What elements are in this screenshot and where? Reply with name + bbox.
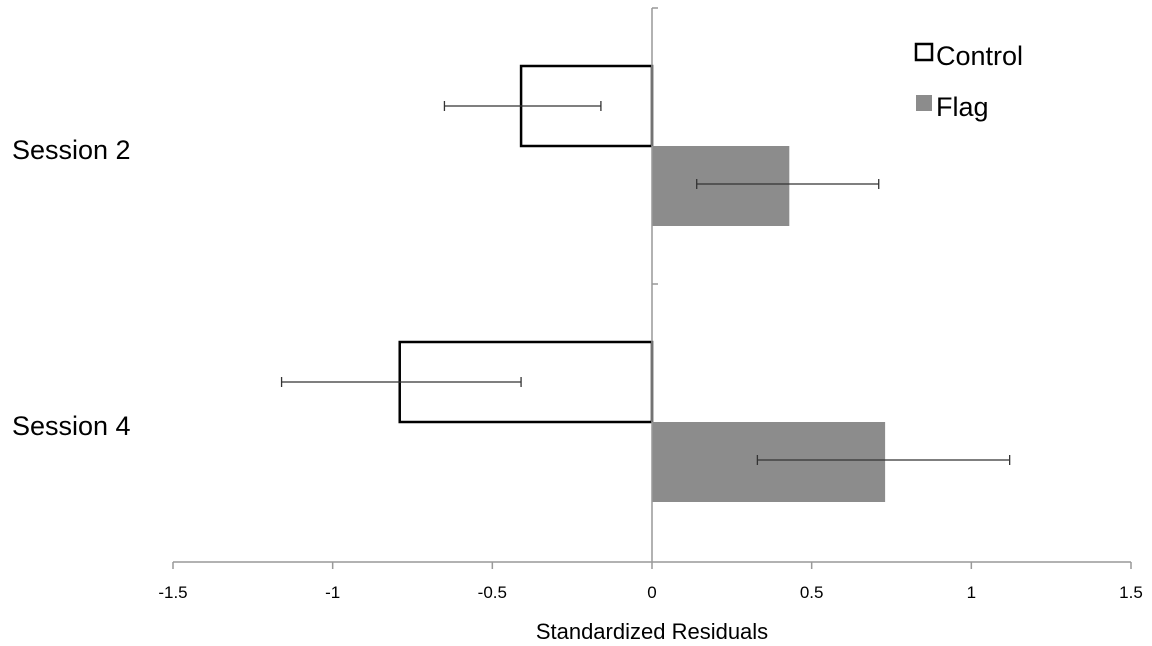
bars-layer [398,64,886,502]
x-tick-label: 1.5 [1119,583,1143,602]
bar-flag-1 [652,146,790,226]
x-axis-title: Standardized Residuals [536,619,768,644]
error-bar-control-2 [280,377,522,387]
x-tick-label: 0.5 [800,583,824,602]
category-label-2: Session 4 [12,411,131,441]
x-tick-label: 1 [967,583,976,602]
error-bar-flag-2 [756,455,1011,465]
bar-flag-2 [652,422,886,502]
axes-layer [172,7,1132,569]
legend-swatch-control [914,42,934,62]
x-tick-label: -0.5 [478,583,507,602]
x-tick-label: -1.5 [158,583,187,602]
legend: Control Flag [914,41,1023,122]
legend-swatch-flag [916,95,932,111]
labels-layer: -1.5 -1 -0.5 0 0.5 1 1.5 Session 2 Session 4 [12,135,1143,602]
x-tick-label: -1 [325,583,340,602]
error-bar-flag-1 [696,179,880,189]
error-bar-control-1 [443,101,602,111]
category-label-1: Session 2 [12,135,131,165]
error-bars-layer [280,101,1011,465]
legend-label-control: Control [936,41,1023,71]
legend-label-flag: Flag [936,92,989,122]
x-tick-label: 0 [647,583,656,602]
